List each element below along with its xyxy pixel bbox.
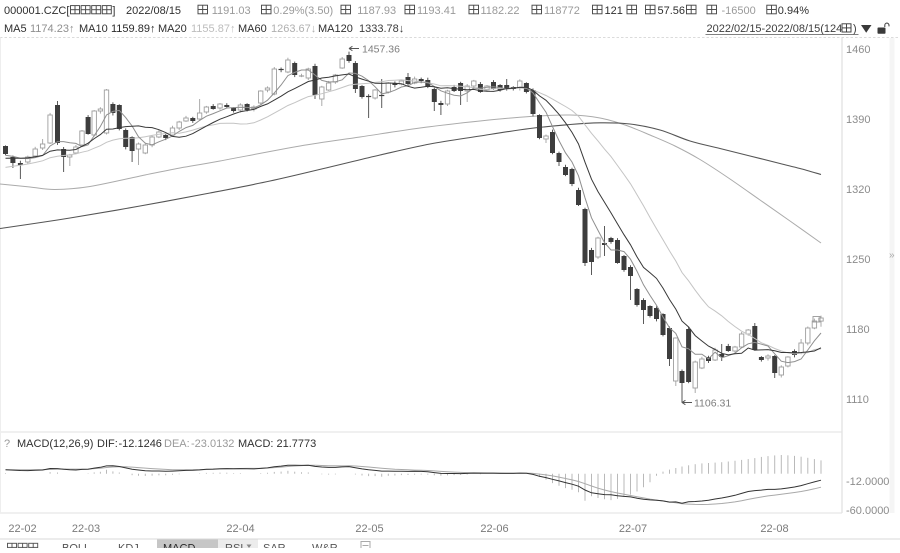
svg-text:-12.1246: -12.1246 (119, 438, 162, 450)
svg-text:BOLL: BOLL (62, 543, 90, 549)
svg-text:RSI: RSI (225, 543, 243, 549)
svg-text:MACD:: MACD: (238, 438, 273, 450)
svg-text:DIF:: DIF: (97, 438, 118, 450)
svg-text:MA120: MA120 (318, 23, 353, 35)
svg-text:-16500: -16500 (722, 5, 756, 17)
svg-text:0.29%(3.50): 0.29%(3.50) (273, 5, 333, 17)
svg-text:MA60: MA60 (238, 23, 267, 35)
svg-text:1180: 1180 (846, 324, 870, 336)
svg-text:121: 121 (605, 5, 623, 17)
svg-text:1187.93: 1187.93 (357, 5, 396, 17)
svg-text:): ) (853, 23, 857, 35)
svg-text:-60.0000: -60.0000 (846, 505, 889, 517)
svg-text:1460: 1460 (846, 44, 870, 56)
svg-text:MACD: MACD (163, 543, 195, 549)
svg-text:MA5: MA5 (4, 23, 27, 35)
svg-text:1193.41: 1193.41 (417, 5, 456, 17)
svg-text:1457.36: 1457.36 (362, 44, 400, 56)
svg-text:21.7773: 21.7773 (277, 438, 317, 450)
svg-text:?: ? (4, 438, 10, 450)
svg-text:0.94%: 0.94% (778, 5, 809, 17)
svg-text:57.56: 57.56 (658, 5, 686, 17)
svg-text:22-02: 22-02 (8, 523, 36, 535)
svg-text:2022/02/15-2022/08/15(124: 2022/02/15-2022/08/15(124 (707, 23, 843, 35)
svg-text:1191.03: 1191.03 (212, 5, 251, 17)
svg-text:1333.78↓: 1333.78↓ (359, 23, 404, 35)
svg-text:1106.31: 1106.31 (694, 398, 731, 410)
svg-text:1250: 1250 (846, 254, 870, 266)
svg-text:22-08: 22-08 (760, 523, 788, 535)
svg-text:-23.0132: -23.0132 (191, 438, 234, 450)
svg-text:SAR: SAR (263, 543, 286, 549)
svg-text:KDJ: KDJ (118, 543, 139, 549)
svg-text:1110: 1110 (846, 394, 869, 406)
svg-text:1159.89↑: 1159.89↑ (111, 23, 155, 35)
svg-text:1182.22: 1182.22 (481, 5, 520, 17)
svg-text:MA20: MA20 (158, 23, 187, 35)
svg-text:W&R: W&R (312, 543, 338, 549)
svg-text:MA10: MA10 (79, 23, 108, 35)
svg-text:1174.23↑: 1174.23↑ (30, 23, 74, 35)
svg-text:1155.87↑: 1155.87↑ (191, 23, 235, 35)
svg-text:22-04: 22-04 (226, 523, 254, 535)
svg-text:22-05: 22-05 (355, 523, 383, 535)
svg-text:22-03: 22-03 (72, 523, 100, 535)
svg-text:DEA:: DEA: (164, 438, 190, 450)
svg-text:000001.CZC[: 000001.CZC[ (4, 5, 69, 17)
svg-text:1263.67↓: 1263.67↓ (271, 23, 316, 35)
svg-text:-12.0000: -12.0000 (846, 476, 889, 488)
svg-text:»: » (889, 250, 895, 261)
svg-text:MACD(12,26,9): MACD(12,26,9) (17, 438, 93, 450)
svg-text:1390: 1390 (846, 114, 870, 126)
svg-text:22-07: 22-07 (619, 523, 647, 535)
svg-text:]: ] (112, 5, 115, 17)
svg-text:22-06: 22-06 (480, 523, 508, 535)
svg-text:2022/08/15: 2022/08/15 (126, 5, 181, 17)
svg-text:118772: 118772 (544, 5, 580, 17)
svg-text:1320: 1320 (846, 184, 870, 196)
